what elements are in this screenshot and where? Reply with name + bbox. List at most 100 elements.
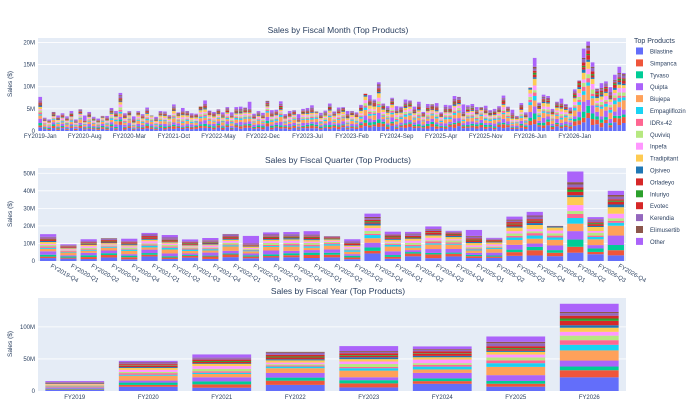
bar-segment	[270, 116, 274, 118]
legend-item[interactable]: Ojsiveo	[636, 166, 671, 175]
bar-segment	[96, 129, 100, 131]
bar-segment	[96, 121, 100, 122]
bar-segment	[577, 99, 582, 103]
bar-segment	[466, 114, 470, 117]
bar-segment	[457, 103, 461, 105]
bar-segment	[412, 349, 472, 352]
bar-segment	[541, 99, 546, 100]
bar-segment	[345, 128, 350, 130]
bar-segment	[417, 120, 421, 125]
bar-segment	[555, 104, 559, 106]
bar-segment	[372, 115, 377, 120]
legend-item[interactable]: Tyvaso	[636, 71, 670, 79]
legend-item[interactable]: Evotec	[636, 202, 668, 210]
bar-segment	[225, 124, 230, 126]
bar-segment	[252, 128, 256, 129]
bar-segment	[559, 114, 564, 117]
bar-segment	[131, 123, 136, 125]
bar-segment	[47, 125, 51, 127]
bar-segment	[417, 115, 421, 117]
bar-segment	[408, 111, 412, 113]
bar-segment	[323, 110, 328, 112]
bar-segment	[608, 101, 613, 105]
bar-segment	[479, 107, 484, 109]
bar-segment	[158, 118, 163, 120]
bar-segment	[546, 116, 550, 120]
bar-segment	[123, 120, 127, 121]
bar-segment	[222, 242, 239, 245]
bar-segment	[292, 127, 296, 131]
legend-item[interactable]: IDRx-42	[636, 118, 673, 127]
bar-segment	[167, 125, 172, 127]
bar-segment	[38, 96, 43, 101]
bar-segment	[100, 247, 118, 251]
legend-item[interactable]: Elimusertib	[636, 226, 680, 234]
bar-segment	[412, 353, 472, 356]
bar-segment	[550, 120, 555, 124]
bar-segment	[604, 117, 608, 120]
bar-segment	[278, 105, 283, 107]
bar-segment	[506, 223, 523, 225]
bar-segment	[181, 245, 199, 247]
bar-segment	[470, 123, 475, 126]
bar-segment	[194, 121, 198, 123]
bar-segment	[140, 117, 145, 118]
bar-segment	[412, 366, 472, 370]
legend-item[interactable]: Tradipitant	[636, 154, 678, 163]
bar-segment	[448, 126, 452, 131]
bar-segment	[590, 77, 595, 79]
bar-segment	[474, 114, 479, 116]
legend-item[interactable]: Bilastine	[636, 47, 673, 56]
bar-segment	[408, 108, 412, 112]
bar-segment	[203, 111, 207, 114]
legend-item[interactable]: Quipta	[636, 83, 668, 91]
bar-segment	[586, 85, 590, 100]
bar-segment	[404, 242, 422, 245]
legend-item[interactable]: Orladeyo	[636, 178, 675, 186]
bar-segment	[526, 211, 543, 216]
bar-segment	[577, 87, 582, 89]
bar-segment	[344, 249, 361, 251]
bar-segment	[537, 114, 541, 116]
y-tick-label: 50M	[23, 171, 35, 177]
legend-item[interactable]: Quviviq	[636, 130, 670, 139]
bar-segment	[47, 122, 51, 124]
legend-item[interactable]: Other	[636, 237, 665, 246]
bar-segment	[198, 108, 203, 110]
bar-segment	[261, 126, 265, 128]
legend-item[interactable]: Biujepa	[636, 95, 671, 103]
bar-segment	[310, 116, 314, 119]
bar-segment	[82, 123, 87, 125]
bar-segment	[203, 106, 207, 108]
bar-segment	[384, 231, 401, 235]
bar-segment	[363, 126, 368, 131]
bar-segment	[74, 125, 78, 126]
bar-segment	[550, 112, 555, 114]
bar-segment	[127, 112, 132, 114]
bar-segment	[344, 245, 361, 247]
bar-segment	[488, 120, 492, 124]
bar-segment	[381, 113, 386, 115]
bar-segment	[332, 124, 337, 126]
bar-segment	[368, 111, 372, 114]
legend-item[interactable]: Inluriyo	[636, 190, 670, 198]
legend-item[interactable]: Empagliflozin	[636, 107, 686, 115]
bar-segment	[546, 102, 550, 104]
bar-segment	[60, 250, 77, 252]
legend-item[interactable]: Inpefa	[636, 142, 667, 151]
bar-segment	[546, 98, 550, 100]
bar-segment	[595, 103, 599, 105]
bar-segment	[604, 88, 608, 92]
bar-segment	[243, 116, 247, 118]
bar-segment	[87, 126, 92, 128]
bar-segment	[100, 250, 118, 254]
bar-segment	[265, 356, 325, 358]
legend-item[interactable]: Simpanca	[636, 59, 677, 67]
bar-segment	[486, 242, 503, 245]
bar-segment	[443, 123, 448, 127]
bar-segment	[587, 231, 604, 233]
bar-segment	[617, 74, 622, 78]
legend-item[interactable]: Kerendia	[636, 214, 675, 222]
bar-segment	[176, 123, 181, 126]
bar-segment	[140, 114, 145, 116]
